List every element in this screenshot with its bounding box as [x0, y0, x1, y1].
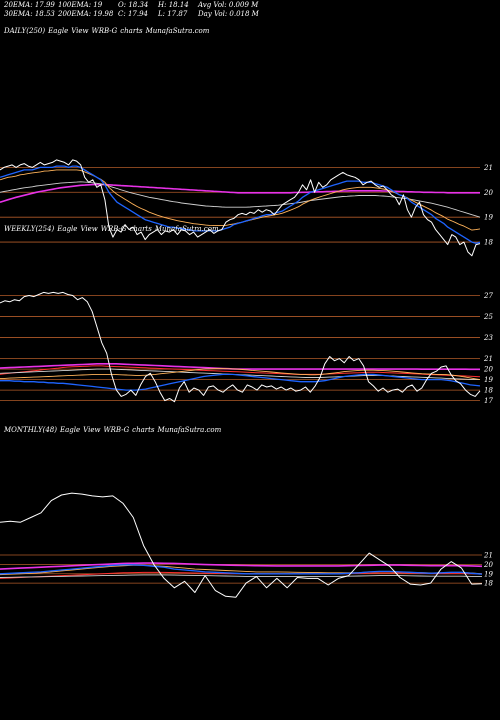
daily-title: DAILY(250) Eagle View WRB-G charts MunafaSutr…	[4, 27, 212, 35]
y-tick-label: 19	[484, 376, 493, 384]
y-tick-label: 19	[484, 570, 493, 578]
header-ema30: 30EMA: 18.53	[4, 10, 55, 18]
weekly-panel: 27 25 23 21 20 19 18 17	[0, 291, 493, 405]
y-tick-label: 25	[483, 313, 493, 321]
header-close: C: 17.94	[118, 10, 148, 18]
ema20-line	[0, 373, 481, 391]
monthly-title: MONTHLY(48) Eagle View WRB-G charts MunafaSut…	[4, 426, 224, 434]
header-day-vol: Day Vol: 0.018 M	[198, 10, 259, 18]
price-line	[0, 492, 483, 598]
header-ema200: 200EMA: 19.98	[58, 10, 114, 18]
ema200-line	[0, 562, 483, 570]
y-tick-label: 18	[484, 239, 493, 247]
y-tick-label: 18	[484, 580, 493, 588]
weekly-title-site: MunafaSutra.com	[154, 225, 219, 233]
monthly-title-period: MONTHLY(48)	[4, 426, 57, 434]
price-line	[0, 159, 481, 257]
header-ema100: 100EMA: 19	[58, 1, 103, 9]
daily-title-brand: Eagle	[48, 27, 69, 35]
y-tick-label: 27	[483, 292, 493, 300]
y-tick-label: 20	[483, 189, 493, 197]
weekly-title-symbol: WRB-G	[100, 225, 127, 233]
y-tick-label: 20	[483, 561, 493, 569]
weekly-title: WEEKLY(254) Eagle View WRB-G charts MunafaSut…	[4, 225, 222, 233]
monthly-title-brand: Eagle	[60, 426, 81, 434]
header-ema20: 20EMA: 17.99	[4, 1, 55, 9]
y-tick-label: 21	[483, 355, 493, 363]
ema20-line	[0, 564, 483, 575]
weekly-title-charts: charts	[129, 225, 152, 233]
weekly-title-brand: Eagle	[57, 225, 78, 233]
monthly-title-symbol: WRB-G	[103, 426, 130, 434]
y-tick-label: 19	[484, 214, 493, 222]
daily-title-charts: charts	[120, 27, 143, 35]
y-tick-label: 18	[484, 387, 493, 395]
daily-title-site: MunafaSutra.com	[145, 27, 210, 35]
monthly-title-charts: charts	[132, 426, 155, 434]
header-low: L: 17.87	[158, 10, 188, 18]
daily-title-period: DAILY(250)	[4, 27, 46, 35]
monthly-title-site: MunafaSutra.com	[157, 426, 222, 434]
y-tick-label: 21	[483, 552, 493, 560]
y-tick-label: 20	[483, 366, 493, 374]
ema30-line	[0, 368, 481, 381]
weekly-title-period: WEEKLY(254)	[4, 225, 55, 233]
ema20-line	[0, 165, 481, 244]
daily-panel: 21 20 19 18	[0, 159, 493, 257]
ema_xlong-line	[0, 365, 481, 378]
price-line	[0, 291, 481, 403]
y-tick-label: 23	[483, 334, 493, 342]
daily-title-view: View	[71, 27, 89, 35]
ema100-line	[0, 574, 483, 578]
header-avg-vol: Avg Vol: 0.009 M	[198, 1, 259, 9]
y-tick-label: 21	[483, 164, 493, 172]
header-high: H: 18.14	[158, 1, 189, 9]
ema100-line	[0, 181, 481, 218]
ema200-line	[0, 183, 480, 203]
monthly-title-view: View	[83, 426, 101, 434]
y-tick-label: 17	[484, 397, 493, 405]
weekly-title-view: View	[80, 225, 98, 233]
daily-title-symbol: WRB-G	[91, 27, 118, 35]
header-open: O: 18.34	[118, 1, 149, 9]
